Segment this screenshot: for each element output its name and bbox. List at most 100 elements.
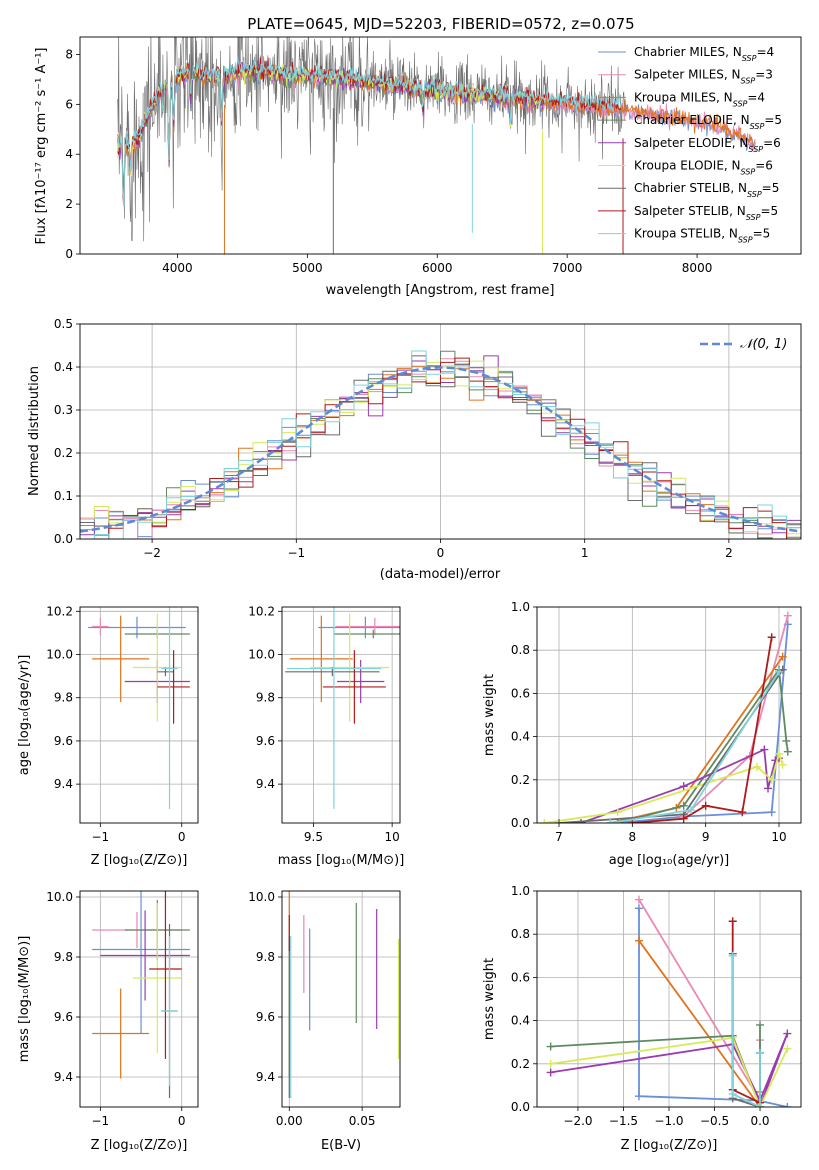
weight-line-chabrier-miles bbox=[617, 624, 789, 823]
weight-line-kroupa-elodie bbox=[550, 1036, 789, 1107]
legend-label-main: Salpeter STELIB, N bbox=[634, 204, 746, 218]
age_vs_Z-axes: −1 0 9.4 9.6 9.8 10.0 10.2 Z [log₁₀(Z/Z⊙)] age [… bbox=[17, 604, 199, 868]
weight_vs_Z-ylabel: mass weight bbox=[482, 958, 497, 1040]
spectrum-ylabel: Flux [fλ10⁻¹⁷ erg cm⁻² s⁻¹ A⁻¹] bbox=[34, 48, 49, 245]
weight_vs_Z-ytick-label: 1.0 bbox=[511, 884, 530, 898]
residuals-ytick-label: 0.4 bbox=[54, 360, 73, 374]
legend-label-sub: SSP bbox=[741, 167, 756, 176]
weight_vs_Z-xtick-label: −2.0 bbox=[563, 1114, 592, 1128]
age_vs_mass-ytick-label: 9.4 bbox=[256, 777, 275, 791]
spectrum-xtick-label: 5000 bbox=[292, 261, 323, 275]
mass_vs_ebv-plot-area bbox=[288, 891, 400, 1098]
legend-label-sub: SSP bbox=[747, 190, 762, 199]
legend-label-suffix: =6 bbox=[763, 136, 781, 150]
legend-label-suffix: =5 bbox=[753, 227, 771, 241]
spectrum-ytick-label: 4 bbox=[65, 147, 73, 161]
residuals-ytick-label: 0.0 bbox=[54, 532, 73, 546]
weight-marker bbox=[540, 819, 549, 823]
weight_vs_Z-xtick-label: −1.5 bbox=[609, 1114, 638, 1128]
weight_vs_age-xtick-label: 9 bbox=[702, 830, 710, 844]
age_vs_Z-xtick-label: 0 bbox=[178, 830, 186, 844]
residuals-ytick-label: 0.2 bbox=[54, 446, 73, 460]
weight-marker bbox=[728, 1090, 737, 1099]
weight_vs_age-ylabel: mass weight bbox=[482, 674, 497, 756]
residuals-ylabel: Normed distribution bbox=[27, 366, 42, 496]
legend-label: Kroupa STELIB, NSSP=5 bbox=[634, 227, 770, 245]
weight-line-kroupa-stelib bbox=[731, 955, 761, 1107]
mass_vs_Z-ytick-label: 9.8 bbox=[54, 950, 73, 964]
spectrum-xtick-label: 4000 bbox=[162, 261, 193, 275]
mass_vs_ebv-ytick-label: 9.4 bbox=[256, 1070, 275, 1084]
legend-label-main: Salpeter ELODIE, N bbox=[634, 136, 748, 150]
histogram-kroupa-stelib bbox=[80, 350, 801, 539]
mass_vs_Z-ytick-label: 9.4 bbox=[54, 1070, 73, 1084]
residuals-xtick-label: 0 bbox=[437, 546, 445, 560]
residuals-xtick-label: −2 bbox=[143, 546, 161, 560]
mass_vs_Z-plot-area bbox=[92, 891, 190, 1098]
age_vs_Z-ytick-label: 9.4 bbox=[54, 777, 73, 791]
weight-marker bbox=[679, 782, 688, 791]
mass_vs_Z-ytick-label: 10.0 bbox=[46, 890, 73, 904]
mass_vs_Z-xtick-label: −1 bbox=[91, 1114, 109, 1128]
mass_vs_ebv-xtick-label: 0.00 bbox=[276, 1114, 303, 1128]
weight_vs_age-plot-area bbox=[540, 611, 792, 823]
weight-marker bbox=[728, 917, 737, 926]
age_vs_mass-axes: 9.5 10 9.4 9.6 9.8 10.0 10.2 mass [log₁₀(M/M⊙)] bbox=[248, 604, 404, 868]
age_vs_Z-ytick-label: 10.0 bbox=[46, 648, 73, 662]
legend-label-sub: SSP bbox=[741, 76, 756, 85]
legend-label-main: Chabrier ELODIE, N bbox=[634, 113, 750, 127]
normal-curve-line bbox=[80, 366, 801, 533]
mass_vs_Z-grid bbox=[80, 891, 198, 1107]
legend-label: Salpeter ELODIE, NSSP=6 bbox=[634, 136, 781, 154]
figure-title: PLATE=0645, MJD=52203, FIBERID=0572, z=0… bbox=[247, 15, 634, 33]
age_vs_mass-xtick-label: 10 bbox=[384, 830, 399, 844]
legend-label: Chabrier MILES, NSSP=4 bbox=[634, 45, 774, 63]
legend-label-main: Salpeter MILES, N bbox=[634, 68, 741, 82]
weight-line-chabrier-stelib bbox=[558, 669, 784, 823]
weight-line-chabrier-stelib bbox=[731, 953, 761, 1107]
legend-label-main: Kroupa MILES, N bbox=[634, 90, 733, 104]
residuals-xtick-label: 1 bbox=[581, 546, 589, 560]
spectrum-xtick-label: 6000 bbox=[422, 261, 453, 275]
age_vs_Z-xlabel: Z [log₁₀(Z/Z⊙)] bbox=[91, 853, 188, 868]
weight-marker bbox=[679, 814, 688, 823]
weight_vs_age-ytick-label: 0.8 bbox=[511, 643, 530, 657]
weight-marker bbox=[767, 633, 776, 642]
weight-marker bbox=[613, 819, 622, 823]
mass_vs_ebv-xlabel: E(B-V) bbox=[321, 1138, 361, 1153]
age_vs_Z-ytick-label: 10.2 bbox=[46, 604, 73, 618]
legend-label-sub: SSP bbox=[746, 212, 761, 221]
weight-marker bbox=[634, 895, 643, 904]
weight-line-chabrier-miles bbox=[638, 908, 788, 1107]
legend-label-main: Kroupa STELIB, N bbox=[634, 227, 738, 241]
legend-label-main: Chabrier MILES, N bbox=[634, 45, 742, 59]
weight_vs_Z-ytick-label: 0.8 bbox=[511, 927, 530, 941]
legend-label: Salpeter MILES, NSSP=3 bbox=[634, 68, 773, 86]
age_vs_mass-xtick-label: 9.5 bbox=[304, 830, 323, 844]
weight_vs_Z-axes: −2.0 −1.5 −1.0 −0.5 0.0 0.0 0.2 0.4 0.6 0.8 1.0 Z [… bbox=[482, 884, 802, 1153]
weight_vs_Z-frame bbox=[536, 890, 802, 1108]
weight-marker bbox=[634, 936, 643, 945]
weight_vs_Z-xtick-label: 0.0 bbox=[750, 1114, 769, 1128]
weight-marker bbox=[756, 1103, 765, 1107]
residuals-plot-area bbox=[80, 350, 801, 539]
spectrum-ytick-label: 2 bbox=[65, 197, 73, 211]
age_vs_mass-ytick-label: 10.0 bbox=[248, 648, 275, 662]
weight-marker bbox=[577, 819, 585, 823]
weight-marker bbox=[783, 1103, 792, 1107]
legend-label-suffix: =3 bbox=[755, 68, 773, 82]
age_vs_mass-ytick-label: 9.8 bbox=[256, 691, 275, 705]
observed-spectrum-line bbox=[117, 37, 626, 242]
weight-marker bbox=[775, 667, 783, 676]
weight-marker bbox=[783, 747, 792, 756]
weight_vs_Z-plot-area bbox=[546, 895, 792, 1107]
age_vs_Z-ytick-label: 9.6 bbox=[54, 734, 73, 748]
age_vs_Z-ytick-label: 9.8 bbox=[54, 691, 73, 705]
legend-label-suffix: =4 bbox=[756, 45, 774, 59]
weight-line-chabrier-elodie bbox=[550, 1024, 761, 1107]
age_vs_mass-plot-area bbox=[285, 607, 400, 809]
legend-label-sub: SSP bbox=[738, 235, 753, 244]
spectrum-ytick-label: 0 bbox=[65, 247, 73, 261]
weight-marker bbox=[760, 745, 769, 754]
